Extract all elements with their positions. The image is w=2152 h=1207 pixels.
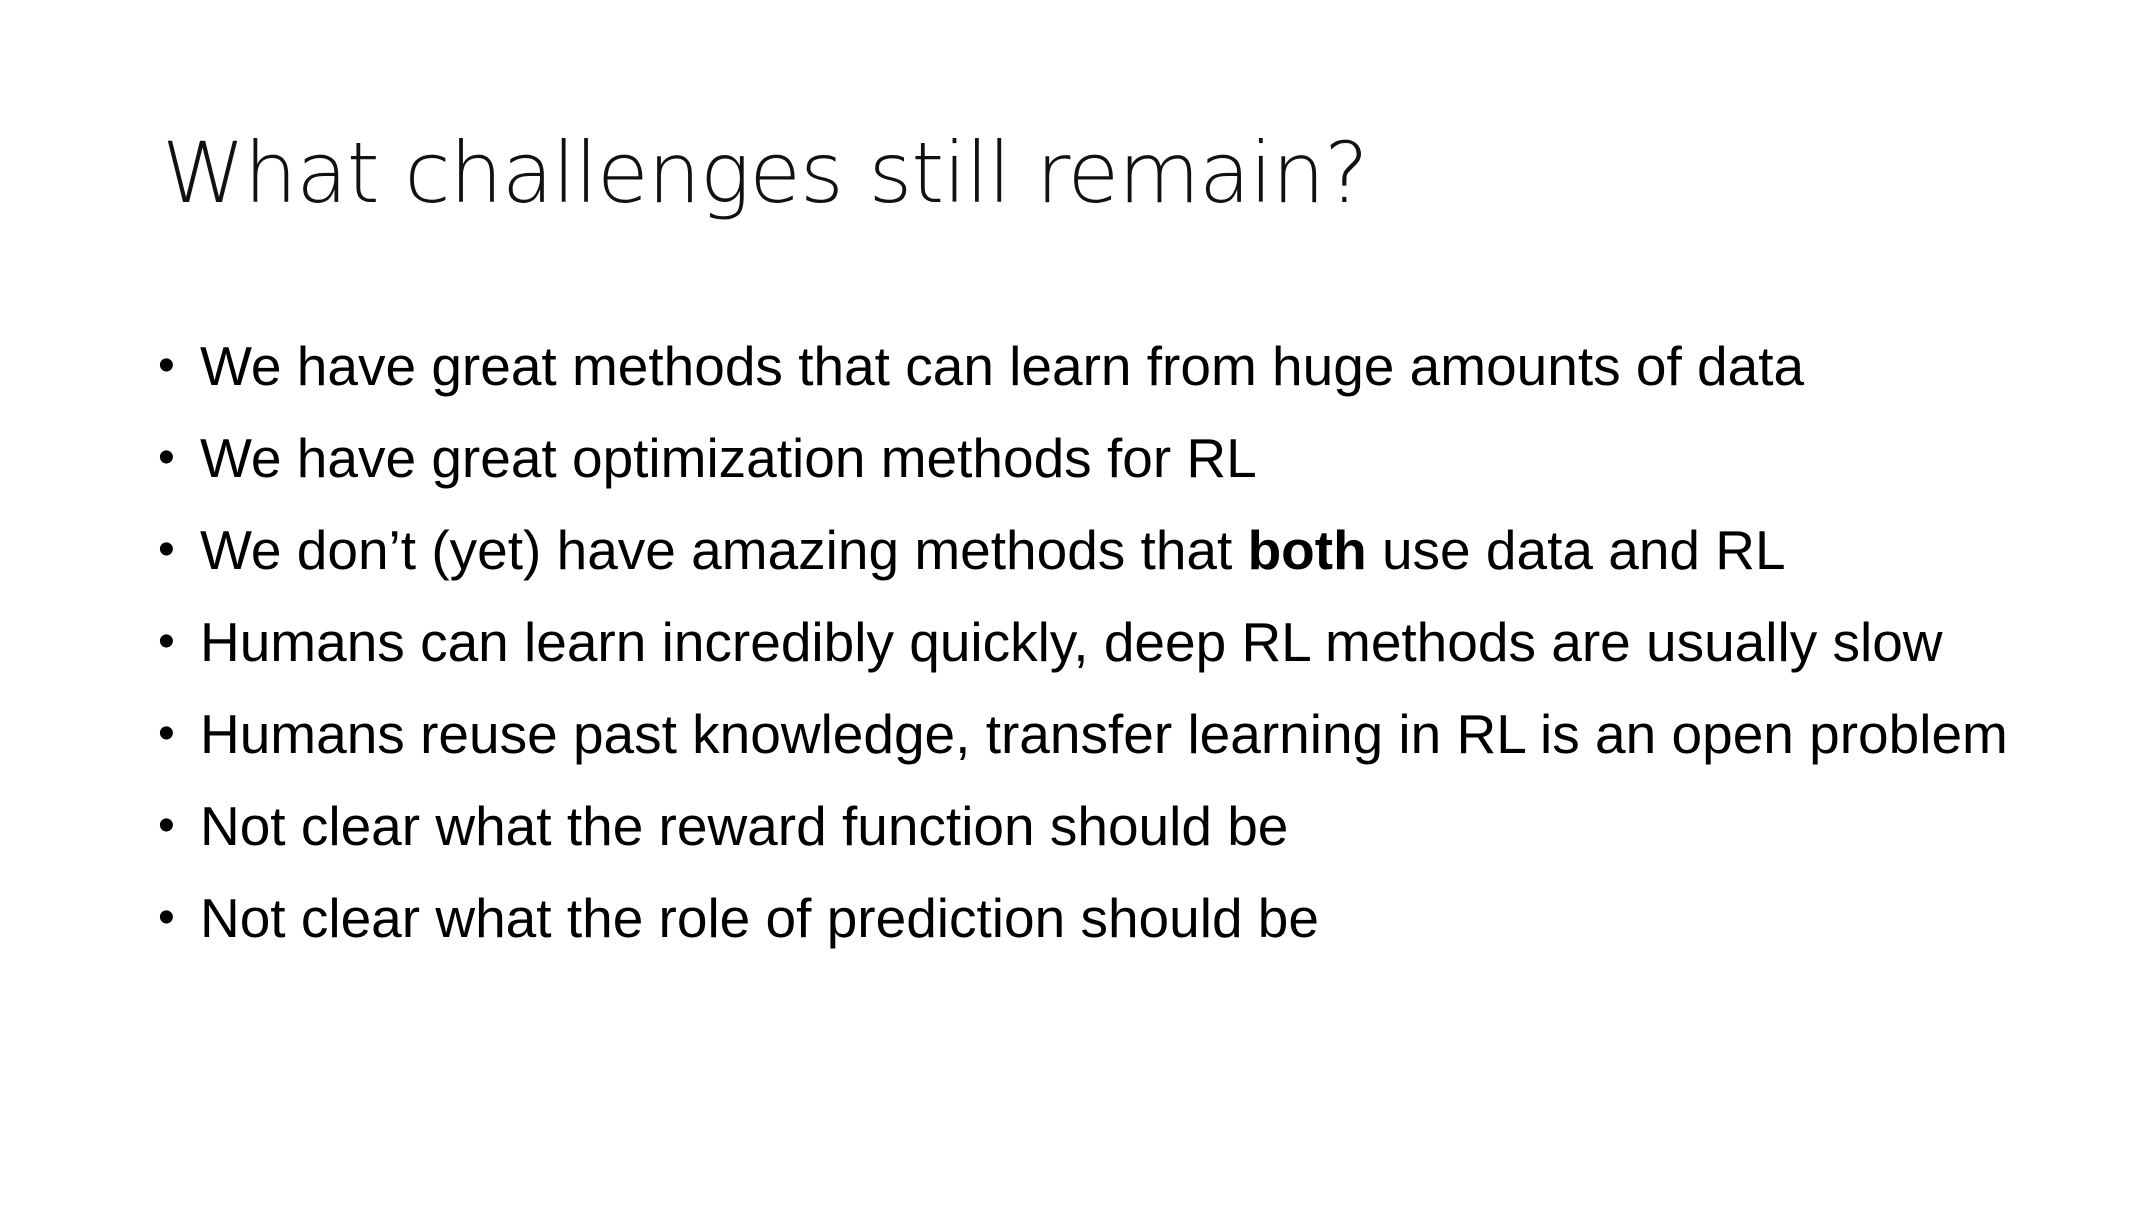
bullet-icon: •	[158, 891, 175, 944]
bullet-text: Humans can learn incredibly quickly, dee…	[200, 611, 1943, 673]
bullet-text: Not clear what the role of prediction sh…	[200, 887, 1319, 949]
bullet-icon: •	[158, 431, 175, 484]
bullet-item: • We have great methods that can learn f…	[158, 320, 2008, 412]
bullet-icon: •	[158, 799, 175, 852]
slide-title: What challenges still remain?	[162, 124, 1369, 222]
bullet-item: • Not clear what the reward function sho…	[158, 780, 2008, 872]
bullet-text: We have great methods that can learn fro…	[200, 335, 1805, 397]
bullet-icon: •	[158, 523, 175, 576]
bullet-text: Not clear what the reward function shoul…	[200, 795, 1289, 857]
bullet-icon: •	[158, 707, 175, 760]
bullet-text: Humans reuse past knowledge, transfer le…	[200, 703, 2008, 765]
bullet-list: • We have great methods that can learn f…	[158, 320, 2008, 964]
bullet-text: We have great optimization methods for R…	[200, 427, 1257, 489]
bullet-text-end: use data and RL	[1366, 519, 1786, 581]
bullet-item: • Humans reuse past knowledge, transfer …	[158, 688, 2008, 780]
bullet-item: • We have great optimization methods for…	[158, 412, 2008, 504]
bullet-item: • We don’t (yet) have amazing methods th…	[158, 504, 2008, 596]
bullet-text-start: We don’t (yet) have amazing methods that	[200, 519, 1248, 581]
bullet-item: • Humans can learn incredibly quickly, d…	[158, 596, 2008, 688]
bullet-icon: •	[158, 339, 175, 392]
bullet-item: • Not clear what the role of prediction …	[158, 872, 2008, 964]
bullet-text-emphasis: both	[1247, 519, 1367, 581]
bullet-icon: •	[158, 615, 175, 668]
